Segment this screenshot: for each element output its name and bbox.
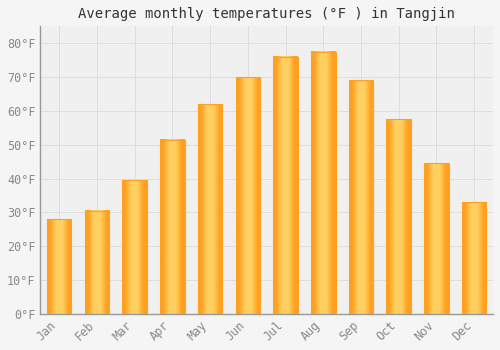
- Bar: [386, 119, 411, 314]
- Bar: [348, 80, 374, 314]
- Bar: [198, 104, 222, 314]
- Bar: [160, 140, 184, 314]
- Title: Average monthly temperatures (°F ) in Tangjin: Average monthly temperatures (°F ) in Ta…: [78, 7, 455, 21]
- Bar: [122, 180, 147, 314]
- Bar: [462, 202, 486, 314]
- Bar: [84, 211, 109, 314]
- Bar: [274, 57, 298, 314]
- Bar: [47, 219, 72, 314]
- Bar: [236, 77, 260, 314]
- Bar: [424, 163, 448, 314]
- Bar: [311, 52, 336, 314]
